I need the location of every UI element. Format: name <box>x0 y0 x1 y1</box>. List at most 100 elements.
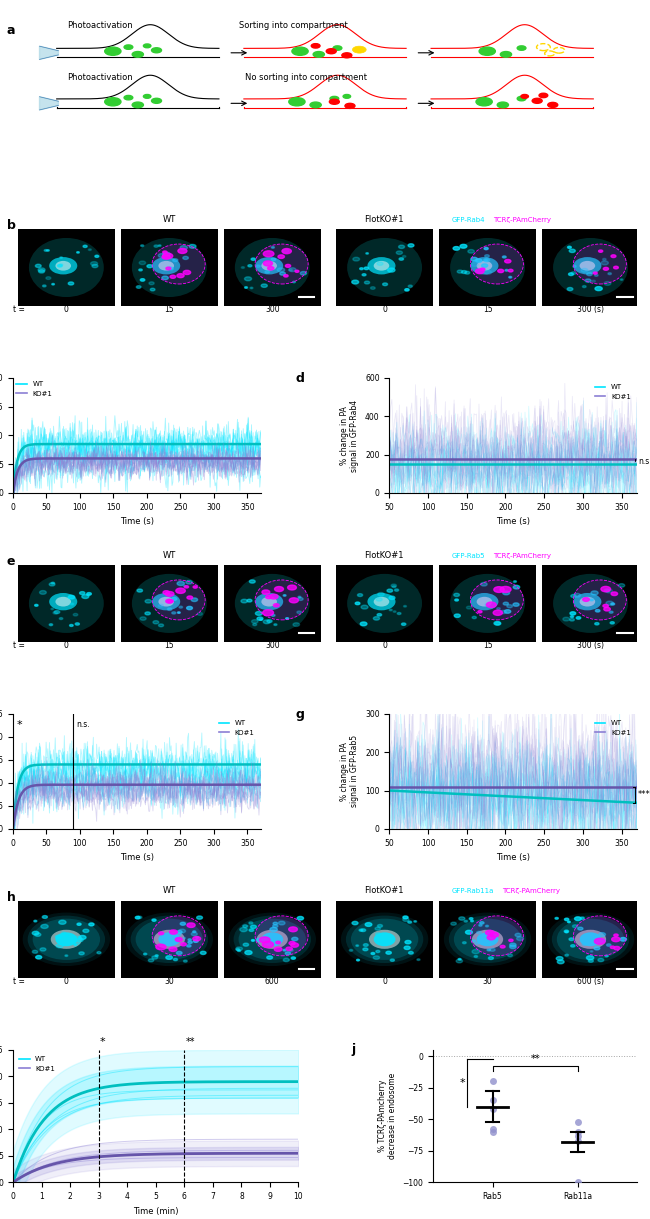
Circle shape <box>185 585 188 588</box>
Circle shape <box>240 928 247 931</box>
Circle shape <box>494 586 504 592</box>
Circle shape <box>556 957 563 961</box>
Ellipse shape <box>131 915 208 963</box>
Circle shape <box>570 612 576 614</box>
Circle shape <box>539 93 548 98</box>
Circle shape <box>486 925 489 926</box>
Circle shape <box>183 256 188 260</box>
Ellipse shape <box>471 244 523 284</box>
Circle shape <box>188 939 191 941</box>
Legend: WT, KO#1: WT, KO#1 <box>216 717 257 739</box>
Circle shape <box>343 95 350 99</box>
Ellipse shape <box>341 913 428 967</box>
Circle shape <box>610 622 614 624</box>
Circle shape <box>187 923 195 928</box>
Circle shape <box>278 255 285 258</box>
Circle shape <box>521 95 528 99</box>
Circle shape <box>517 96 526 101</box>
Circle shape <box>139 261 146 265</box>
Circle shape <box>362 274 366 275</box>
Ellipse shape <box>367 257 395 274</box>
Circle shape <box>500 611 506 613</box>
Circle shape <box>163 591 170 595</box>
Circle shape <box>257 617 263 620</box>
Circle shape <box>241 267 244 268</box>
Circle shape <box>263 620 270 624</box>
Circle shape <box>36 956 42 959</box>
Circle shape <box>166 600 173 603</box>
Ellipse shape <box>152 580 205 620</box>
Ellipse shape <box>552 915 629 963</box>
Circle shape <box>402 256 406 257</box>
Circle shape <box>396 251 402 255</box>
Circle shape <box>389 610 392 611</box>
Bar <box>542 901 639 978</box>
Circle shape <box>286 947 292 951</box>
Bar <box>542 229 639 306</box>
Circle shape <box>468 250 474 254</box>
Circle shape <box>197 915 203 919</box>
Circle shape <box>274 624 277 625</box>
Text: Photoactivation: Photoactivation <box>68 21 133 30</box>
Circle shape <box>166 956 172 959</box>
Circle shape <box>168 608 172 611</box>
Circle shape <box>611 255 616 257</box>
Circle shape <box>183 937 185 939</box>
Ellipse shape <box>553 574 628 633</box>
Circle shape <box>278 268 285 272</box>
Circle shape <box>289 941 295 945</box>
Circle shape <box>569 273 573 275</box>
Ellipse shape <box>580 933 601 946</box>
Circle shape <box>310 102 321 107</box>
Circle shape <box>132 102 144 107</box>
Ellipse shape <box>374 261 389 271</box>
Ellipse shape <box>261 261 277 271</box>
Circle shape <box>193 936 201 941</box>
Text: 15: 15 <box>483 641 492 650</box>
Ellipse shape <box>152 244 205 284</box>
Circle shape <box>53 612 58 614</box>
Text: n.s.: n.s. <box>638 457 650 467</box>
Text: **: ** <box>530 1053 540 1064</box>
Circle shape <box>150 288 155 291</box>
Circle shape <box>255 612 263 616</box>
Circle shape <box>169 947 177 952</box>
Circle shape <box>250 288 253 289</box>
Ellipse shape <box>449 915 526 963</box>
Circle shape <box>567 288 573 290</box>
Ellipse shape <box>450 238 525 297</box>
Circle shape <box>59 618 63 619</box>
Text: *: * <box>16 720 22 730</box>
Circle shape <box>373 956 380 959</box>
Ellipse shape <box>557 919 624 959</box>
Circle shape <box>196 936 198 939</box>
Circle shape <box>34 920 37 922</box>
Circle shape <box>287 585 296 590</box>
Circle shape <box>298 596 301 597</box>
Circle shape <box>498 269 504 273</box>
Circle shape <box>502 591 510 595</box>
Circle shape <box>75 623 79 625</box>
Circle shape <box>500 586 511 592</box>
Circle shape <box>88 249 91 250</box>
Circle shape <box>620 937 627 941</box>
Circle shape <box>611 592 618 596</box>
Circle shape <box>417 959 420 961</box>
Circle shape <box>245 951 252 954</box>
Text: h: h <box>6 891 16 903</box>
Circle shape <box>145 600 151 603</box>
Circle shape <box>253 623 257 625</box>
Circle shape <box>262 590 270 595</box>
Circle shape <box>140 245 144 246</box>
Bar <box>121 901 218 978</box>
Text: 0: 0 <box>382 641 387 650</box>
Circle shape <box>451 922 456 925</box>
Circle shape <box>454 614 460 617</box>
Circle shape <box>191 599 198 601</box>
Circle shape <box>156 945 166 950</box>
Ellipse shape <box>476 933 499 946</box>
Ellipse shape <box>255 257 283 274</box>
Circle shape <box>586 956 593 959</box>
Circle shape <box>586 273 592 275</box>
Text: TCRζ-PAmCherry: TCRζ-PAmCherry <box>493 552 551 558</box>
